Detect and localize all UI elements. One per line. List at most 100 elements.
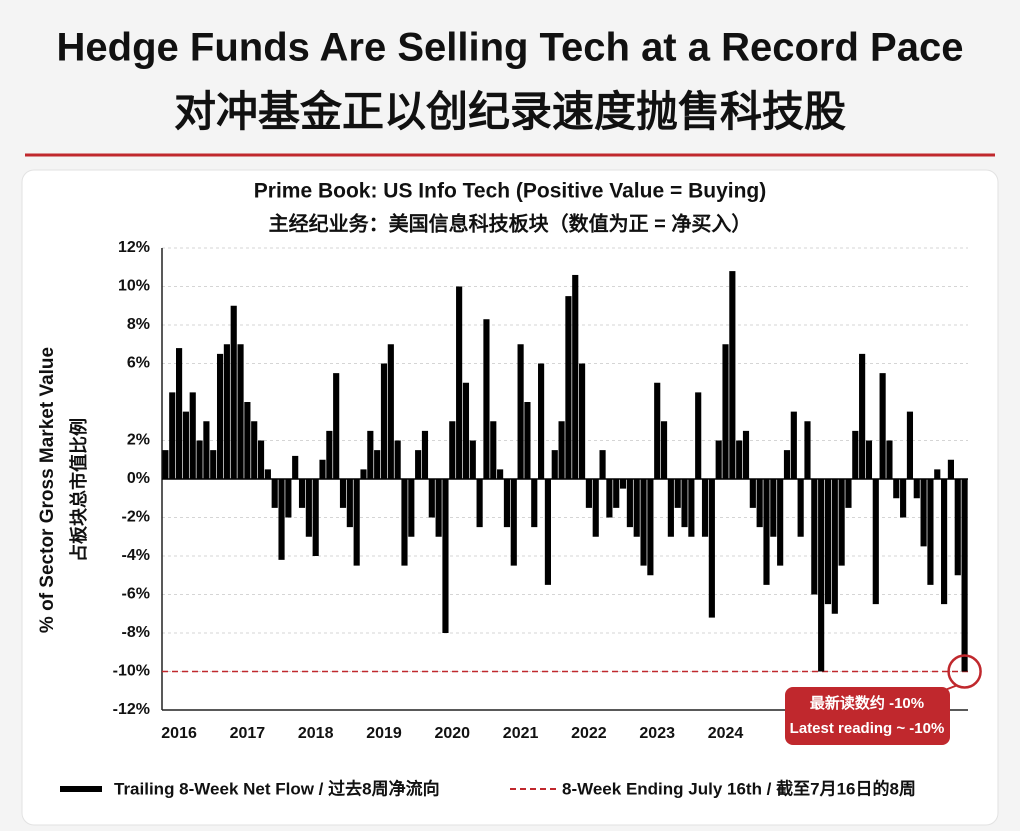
y-tick-label: -2% xyxy=(122,509,150,526)
bar xyxy=(742,430,750,479)
bar xyxy=(394,440,401,479)
chart-subtitle: 主经纪业务：美国信息科技板块（数值为正 = 净买入） xyxy=(269,211,752,235)
bar xyxy=(333,373,340,479)
x-tick-label: 2016 xyxy=(161,725,197,742)
bar xyxy=(408,479,415,537)
bar xyxy=(374,450,381,479)
bar xyxy=(544,479,551,585)
bar xyxy=(469,440,476,479)
bar xyxy=(811,479,818,595)
bar xyxy=(736,440,743,479)
bar xyxy=(934,469,941,479)
bar xyxy=(360,469,367,479)
x-tick-label: 2019 xyxy=(366,725,402,742)
bar xyxy=(770,479,777,537)
bar xyxy=(503,479,511,528)
bar xyxy=(633,479,640,537)
bar xyxy=(182,411,189,479)
bar xyxy=(626,479,633,528)
bar xyxy=(428,479,435,518)
bar xyxy=(490,421,497,479)
bar xyxy=(804,421,811,479)
bar xyxy=(845,479,852,508)
bar xyxy=(579,363,586,479)
bar xyxy=(380,363,388,479)
bar xyxy=(339,479,347,508)
bar xyxy=(640,479,647,566)
bar xyxy=(203,421,210,479)
bar xyxy=(257,440,265,479)
bar xyxy=(852,430,859,479)
bar xyxy=(415,450,422,479)
bar xyxy=(162,450,169,479)
bar xyxy=(298,479,306,508)
x-tick-label: 2021 xyxy=(503,725,539,742)
bar xyxy=(749,479,756,508)
x-tick-label: 2022 xyxy=(571,725,607,742)
bar xyxy=(667,479,674,537)
bar xyxy=(264,469,271,479)
x-tick-label: 2024 xyxy=(708,725,744,742)
bar xyxy=(462,382,470,479)
bar xyxy=(421,430,429,479)
bar xyxy=(251,421,258,479)
bar xyxy=(435,479,442,537)
bar xyxy=(886,440,893,479)
bar xyxy=(838,479,845,566)
bar xyxy=(353,479,360,566)
bar xyxy=(367,430,374,479)
bar xyxy=(216,353,224,479)
bar xyxy=(346,479,353,528)
bar xyxy=(729,271,736,479)
bar xyxy=(196,440,203,479)
bar xyxy=(695,392,702,479)
y-tick-label: 0% xyxy=(127,470,150,487)
y-tick-label: 10% xyxy=(118,278,150,295)
bar xyxy=(599,450,606,479)
bar xyxy=(715,440,722,479)
bar xyxy=(285,479,292,518)
bar xyxy=(674,479,681,508)
bar xyxy=(913,479,920,499)
bar xyxy=(688,479,695,537)
bar xyxy=(292,455,299,479)
bar xyxy=(831,479,838,614)
bar xyxy=(947,459,954,479)
bar xyxy=(893,479,900,499)
bar xyxy=(606,479,613,518)
legend-label: Trailing 8-Week Net Flow / 过去8周净流向 xyxy=(114,778,440,798)
chart-title: Prime Book: US Info Tech (Positive Value… xyxy=(254,180,766,203)
y-tick-label: -4% xyxy=(122,547,150,564)
bar xyxy=(879,373,886,479)
bar xyxy=(271,479,278,508)
legend-label: 8-Week Ending July 16th / 截至7月16日的8周 xyxy=(562,778,916,798)
bar xyxy=(824,479,832,605)
bar xyxy=(961,479,968,672)
bar xyxy=(592,479,599,537)
highlight-circle xyxy=(947,654,982,689)
y-axis-title: % of Sector Gross Market Value xyxy=(37,347,58,633)
bar xyxy=(305,479,312,537)
bar xyxy=(483,319,490,479)
x-tick-label: 2017 xyxy=(230,725,266,742)
bar xyxy=(941,479,948,605)
bar xyxy=(230,305,237,479)
bar xyxy=(497,469,504,479)
bar xyxy=(777,479,784,566)
bar xyxy=(189,392,196,479)
bar xyxy=(900,479,907,518)
y-tick-label: -6% xyxy=(122,586,150,603)
bar xyxy=(558,421,565,479)
bar xyxy=(797,479,804,537)
page-title: Hedge Funds Are Selling Tech at a Record… xyxy=(57,26,964,70)
x-tick-label: 2020 xyxy=(434,725,470,742)
bar xyxy=(865,440,873,479)
bar xyxy=(538,363,545,479)
bar xyxy=(654,382,661,479)
bar xyxy=(449,421,456,479)
x-tick-label: 2018 xyxy=(298,725,334,742)
bar xyxy=(387,344,394,479)
y-tick-label: 8% xyxy=(127,316,150,333)
bar xyxy=(565,296,572,479)
